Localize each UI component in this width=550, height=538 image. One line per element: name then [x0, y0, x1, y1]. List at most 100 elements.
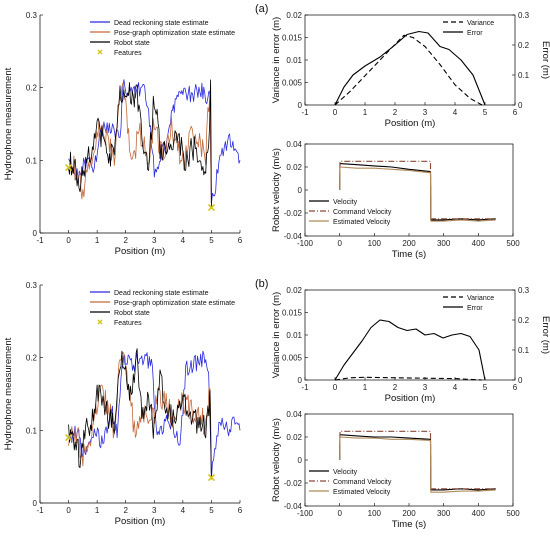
series-robot-state: [68, 348, 212, 478]
y-axis-label: Robot velocity (m/s): [271, 148, 282, 232]
legend-marker: [97, 319, 103, 325]
feature-marker: [207, 474, 215, 482]
y-axis-label: Variance in error (m): [271, 292, 282, 378]
y-tick-label: 0.005: [282, 79, 303, 88]
x-tick-label: 5: [483, 108, 488, 117]
series-dead-reckoning-state-estimate: [68, 79, 241, 205]
legend: Velocity Command Velocity Estimated Veloci…: [309, 199, 392, 226]
legend: Dead reckoning state estimate Pose-graph …: [90, 290, 235, 327]
panel-label: (a): [255, 3, 268, 15]
panel-label: (b): [255, 278, 268, 290]
x-tick-label: 2: [123, 506, 128, 515]
plot-frame: [304, 289, 516, 381]
y-tick-label: 0.1: [26, 426, 38, 435]
x-tick-label: 6: [238, 236, 243, 245]
legend-item-command-velocity: Command Velocity: [309, 479, 392, 486]
legend-label: Robot state: [114, 310, 150, 317]
x-tick-label: 400: [472, 239, 486, 248]
legend-label: Velocity: [333, 469, 358, 476]
y-tick-label: 0.005: [282, 354, 303, 363]
y-right-axis-label: Error (m): [540, 41, 550, 79]
legend-item-dead-reckoning-state-estimate: Dead reckoning state estimate: [90, 290, 209, 297]
legend-label: Variance: [467, 295, 494, 302]
legend-label: Error: [467, 305, 483, 312]
x-tick-label: 1: [95, 506, 100, 515]
legend: Variance Error: [443, 295, 494, 312]
y-tick-label: 0.04: [286, 140, 302, 149]
x-tick-label: 200: [402, 239, 416, 248]
legend-item-velocity: Velocity: [309, 199, 358, 206]
legend-label: Command Velocity: [333, 209, 392, 216]
legend-label: Estimated Velocity: [333, 219, 391, 226]
y-axis-label: Hydrophone measurement: [3, 67, 14, 180]
series-robot-state: [68, 79, 212, 208]
plot-frame: [304, 14, 516, 106]
y-tick-label: 0: [298, 186, 303, 195]
legend-item-pose-graph-optimization-state-estimate: Pose-graph optimization state estimate: [90, 300, 235, 307]
y-tick-label: 0.04: [286, 410, 302, 419]
feature-marker: [65, 164, 73, 172]
x-tick-label: -1: [36, 506, 44, 515]
x-tick-label: 4: [181, 506, 186, 515]
legend-item-command-velocity: Command Velocity: [309, 209, 392, 216]
x-tick-label: 1: [95, 236, 100, 245]
y-tick-label: 0.02: [286, 11, 302, 20]
x-tick-label: 4: [181, 236, 186, 245]
y-tick-label: -0.04: [284, 502, 303, 511]
x-tick-label: 6: [513, 383, 518, 392]
x-axis-label: Time (s): [392, 519, 426, 530]
x-tick-label: 5: [209, 506, 214, 515]
marker-stroke: [65, 434, 73, 442]
legend-label: Pose-graph optimization state estimate: [114, 30, 235, 37]
x-tick-label: 0: [337, 239, 342, 248]
legend-item-pose-graph-optimization-state-estimate: Pose-graph optimization state estimate: [90, 30, 235, 37]
marker-stroke: [207, 474, 215, 482]
x-tick-label: 200: [402, 509, 416, 518]
legend-label: Estimated Velocity: [333, 489, 391, 496]
legend-marker: [97, 49, 103, 55]
series-pose-graph-optimization-state-estimate: [68, 82, 212, 208]
series-estimated-velocity: [339, 166, 496, 222]
x-tick-label: 400: [472, 509, 486, 518]
x-axis-label: Position (m): [385, 393, 436, 404]
x-tick-label: 0: [333, 383, 338, 392]
x-tick-label: 500: [506, 509, 520, 518]
y-axis-label: Variance in error (m): [271, 17, 282, 103]
y-tick-label: 0.2: [26, 84, 38, 93]
y-right-axis-label: Error (m): [540, 316, 550, 354]
legend-label: Dead reckoning state estimate: [114, 290, 209, 297]
y-axis-label: Robot velocity (m/s): [271, 418, 282, 502]
chart-b_velocity: -100 0 100 200 300 400 500 -0.04 -0.02 0 0.02 0.04 T…: [271, 410, 520, 530]
y-tick-label: 0.2: [26, 354, 38, 363]
legend-item-velocity: Velocity: [309, 469, 358, 476]
x-axis-label: Position (m): [115, 516, 166, 527]
chart-a_error: -1 0 1 2 3 4 5 600.0050.010.0150.0200.10.20.3Po…: [255, 3, 550, 129]
y-tick-label: 0.02: [286, 163, 302, 172]
x-axis-label: Position (m): [385, 118, 436, 129]
x-tick-label: 2: [393, 108, 398, 117]
x-tick-label: 100: [368, 239, 382, 248]
x-tick-label: 4: [453, 383, 458, 392]
x-axis-label: Time (s): [392, 249, 426, 260]
y-tick-label: 0: [298, 101, 303, 110]
y-right-tick-label: 0.1: [518, 346, 530, 355]
legend-label: Pose-graph optimization state estimate: [114, 300, 235, 307]
legend-item-estimated-velocity: Estimated Velocity: [309, 489, 391, 496]
x-tick-label: 0: [333, 108, 338, 117]
y-tick-label: 0.015: [282, 34, 303, 43]
legend-item-robot-state: Robot state: [90, 40, 150, 47]
y-tick-label: 0.3: [26, 11, 38, 20]
y-tick-label: 0.01: [286, 331, 302, 340]
x-tick-label: 100: [368, 509, 382, 518]
legend-item-error: Error: [443, 30, 483, 37]
y-tick-label: 0.015: [282, 309, 303, 318]
legend: Velocity Command Velocity Estimated Veloci…: [309, 469, 392, 496]
legend: Variance Error: [443, 20, 494, 37]
y-tick-label: 0.1: [26, 156, 38, 165]
x-tick-label: 6: [238, 506, 243, 515]
chart-a_velocity: -100 0 100 200 300 400 500 -0.04 -0.02 0 0.02 0.04 T…: [271, 140, 520, 260]
x-axis-label: Position (m): [115, 246, 166, 257]
